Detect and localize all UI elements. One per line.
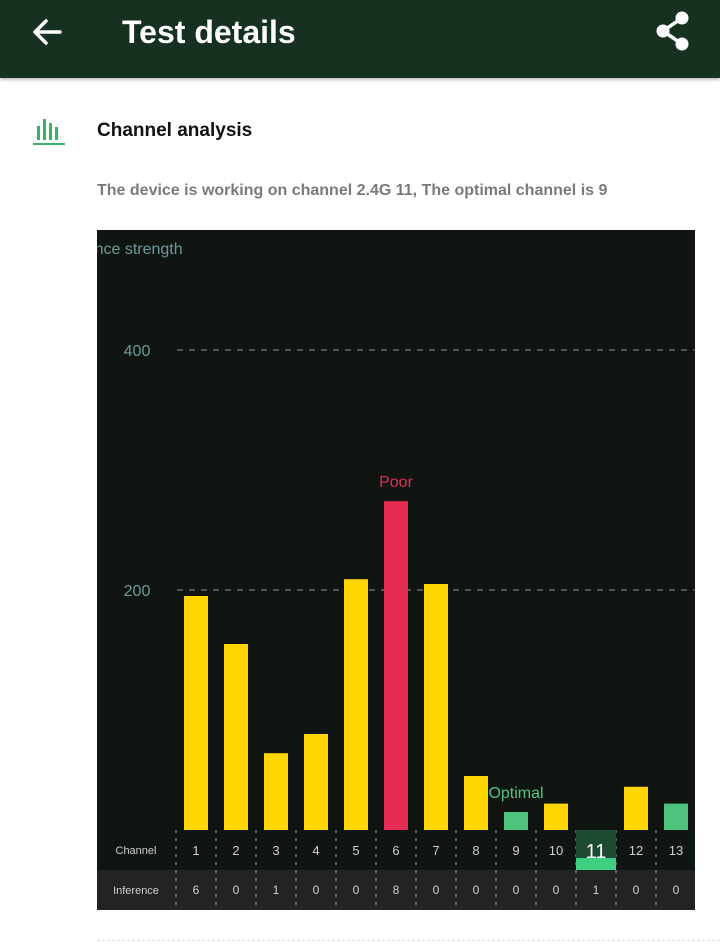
bar-channel-9 [504, 812, 528, 830]
arrow-left-icon[interactable] [28, 12, 68, 52]
bar-channel-3 [264, 753, 288, 830]
x-tick-label: 12 [629, 843, 643, 858]
bar-channel-2 [224, 644, 248, 830]
x-tick-label: 10 [549, 843, 563, 858]
interference-count: 1 [273, 883, 280, 897]
y-tick-label: 200 [124, 583, 151, 600]
page-title: Test details [122, 14, 296, 50]
section-title: Channel analysis [97, 120, 253, 141]
x-tick-label: 4 [312, 843, 319, 858]
interference-count: 0 [473, 883, 480, 897]
optimal-label: Optimal [488, 785, 543, 802]
x-tick-label: 7 [432, 843, 439, 858]
bar-channel-8 [464, 776, 488, 830]
poor-label: Poor [379, 474, 413, 491]
bar-channel-10 [544, 803, 568, 830]
bar-channel-12 [624, 786, 648, 830]
x-tick-label: 1 [192, 843, 199, 858]
interference-count: 0 [433, 883, 440, 897]
bar-channel-1 [184, 596, 208, 830]
bar-channel-5 [344, 579, 368, 830]
interference-count: 0 [313, 883, 320, 897]
x-tick-label-current: 11 [586, 841, 607, 863]
y-axis-title: Interference strength [97, 241, 183, 258]
interference-count: 1 [593, 883, 600, 897]
inference-row-bg [97, 870, 695, 910]
x-tick-label: 13 [669, 843, 683, 858]
inference-row-label: Inference [113, 885, 159, 897]
bar-channel-7 [424, 584, 448, 830]
channel-chart-svg: Interference strength200400ChannelInfere… [97, 241, 695, 910]
interference-count: 0 [553, 883, 560, 897]
interference-count: 6 [193, 883, 200, 897]
interference-count: 0 [633, 883, 640, 897]
channel-row-label: Channel [116, 845, 157, 857]
channel-chart: Interference strength200400ChannelInfere… [97, 230, 695, 910]
interference-count: 0 [353, 883, 360, 897]
interference-count: 0 [513, 883, 520, 897]
interference-count: 0 [673, 883, 680, 897]
divider [97, 940, 720, 941]
x-tick-label: 3 [272, 843, 279, 858]
share-icon[interactable] [652, 8, 694, 54]
bar-channel-6 [384, 501, 408, 830]
x-tick-label: 5 [352, 843, 359, 858]
bar-channel-13 [664, 803, 688, 830]
x-tick-label: 9 [512, 843, 519, 858]
x-tick-label: 8 [472, 843, 479, 858]
bar-chart-icon [33, 119, 65, 145]
bar-channel-4 [304, 734, 328, 830]
x-tick-label: 2 [232, 843, 239, 858]
interference-count: 0 [233, 883, 240, 897]
interference-count: 8 [393, 883, 400, 897]
app-bar: Test details [0, 0, 720, 78]
channel-summary-text: The device is working on channel 2.4G 11… [97, 182, 608, 199]
x-tick-label: 6 [392, 843, 399, 858]
y-tick-label: 400 [124, 343, 151, 360]
current-channel-glow [576, 858, 616, 870]
